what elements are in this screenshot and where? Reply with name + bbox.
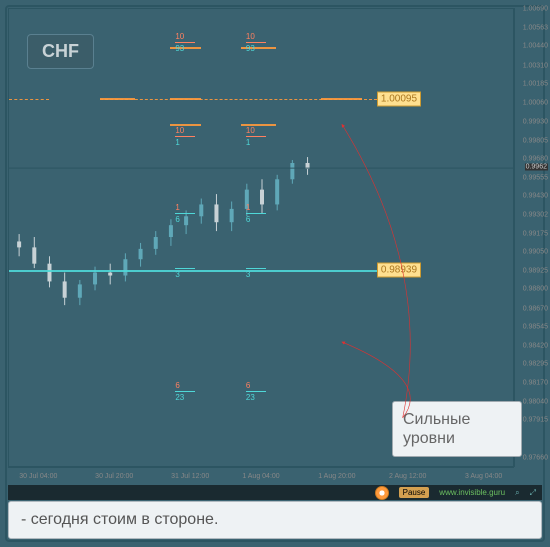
x-tick: 1 Aug 04:00: [242, 473, 279, 480]
mini-marker: 623: [175, 381, 195, 402]
y-tick: 1.00690: [523, 6, 548, 13]
y-tick: 0.99930: [523, 119, 548, 126]
level-label: 1.00095: [377, 91, 421, 106]
status-bar: Pause www.invisible.guru ⌕ ⤢: [8, 485, 542, 500]
y-tick: 0.99302: [523, 211, 548, 218]
y-tick: 0.98670: [523, 305, 548, 312]
search-icon[interactable]: ⌕: [515, 488, 519, 498]
mini-marker: 1093: [246, 32, 266, 53]
y-tick: 0.99555: [523, 174, 548, 181]
y-tick: 1.00060: [523, 99, 548, 106]
y-tick: 0.97915: [523, 417, 548, 424]
x-tick: 3 Aug 04:00: [465, 473, 502, 480]
mini-marker: 101: [175, 126, 195, 147]
y-tick-current: 0.9962: [525, 164, 548, 171]
level-line: [9, 99, 49, 100]
mini-marker: 16: [246, 203, 266, 224]
x-tick: 1 Aug 20:00: [318, 473, 355, 480]
y-tick: 0.98170: [523, 379, 548, 386]
level-label: 0.98939: [377, 262, 421, 277]
y-tick: 0.98420: [523, 342, 548, 349]
mini-marker: 16: [175, 203, 195, 224]
symbol-badge: CHF: [27, 34, 94, 69]
zone-segment: [100, 98, 135, 100]
y-tick: 1.00563: [523, 25, 548, 32]
x-tick: 2 Aug 12:00: [389, 473, 426, 480]
chart-area[interactable]: CHF 1.00095 0.98939 1093 1093 101 101 16 16 3 3 62…: [8, 8, 514, 467]
y-tick: 0.98545: [523, 324, 548, 331]
mini-marker: 3: [175, 267, 195, 279]
y-tick: 0.98925: [523, 267, 548, 274]
y-tick: 0.99050: [523, 249, 548, 256]
x-tick: 30 Jul 04:00: [19, 473, 57, 480]
y-tick: 0.99805: [523, 137, 548, 144]
eye-icon[interactable]: [375, 486, 389, 500]
zone-segment: [321, 98, 361, 100]
guru-link[interactable]: www.invisible.guru: [439, 488, 505, 497]
zone-segment: [170, 98, 200, 100]
y-tick: 0.99430: [523, 193, 548, 200]
expand-icon[interactable]: ⤢: [530, 488, 536, 498]
x-tick: 31 Jul 12:00: [171, 473, 209, 480]
x-axis: 30 Jul 04:00 30 Jul 20:00 31 Jul 12:00 1 Au…: [8, 467, 514, 485]
y-tick: 1.00185: [523, 81, 548, 88]
y-tick: 0.99175: [523, 230, 548, 237]
y-axis: 1.00690 1.00563 1.00440 1.00310 1.00185 1.000…: [514, 8, 550, 467]
bottom-caption: - сегодня стоим в стороне.: [8, 501, 542, 539]
y-tick: 1.00310: [523, 62, 548, 69]
mini-marker: 1093: [175, 32, 195, 53]
mini-marker: 101: [246, 126, 266, 147]
y-tick: 0.98800: [523, 286, 548, 293]
y-tick: 0.98040: [523, 398, 548, 405]
y-tick: 0.98295: [523, 361, 548, 368]
x-tick: 30 Jul 20:00: [95, 473, 133, 480]
pause-button[interactable]: Pause: [399, 487, 430, 498]
mini-marker: 3: [246, 267, 266, 279]
y-tick: 1.00440: [523, 43, 548, 50]
y-tick: 0.99680: [523, 156, 548, 163]
mini-marker: 623: [246, 381, 266, 402]
y-tick: 0.97660: [523, 455, 548, 462]
callout-box: Сильные уровни: [392, 401, 522, 457]
